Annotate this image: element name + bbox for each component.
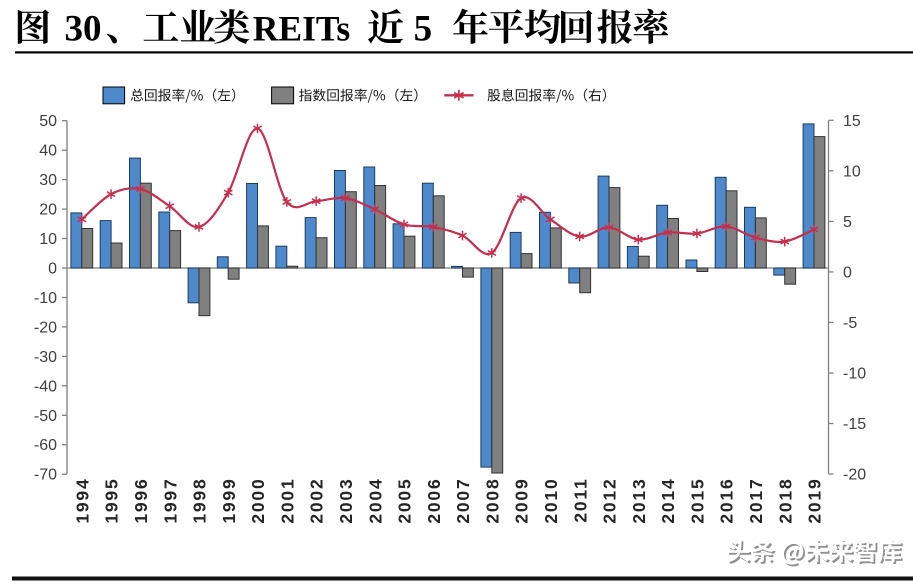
svg-text:5: 5 bbox=[414, 9, 433, 50]
svg-text:2017: 2017 bbox=[746, 478, 766, 524]
svg-text:-50: -50 bbox=[34, 408, 57, 425]
svg-text:0: 0 bbox=[48, 261, 57, 278]
svg-text:2012: 2012 bbox=[600, 478, 620, 524]
svg-text:0: 0 bbox=[843, 264, 852, 281]
svg-text:2018: 2018 bbox=[775, 478, 795, 524]
svg-text:REITs: REITs bbox=[253, 9, 350, 49]
svg-text:1998: 1998 bbox=[190, 478, 210, 524]
svg-text:2006: 2006 bbox=[424, 478, 444, 524]
svg-text:2011: 2011 bbox=[570, 478, 590, 523]
svg-text:2001: 2001 bbox=[277, 478, 297, 524]
svg-text:1999: 1999 bbox=[219, 478, 239, 524]
svg-text:1997: 1997 bbox=[160, 478, 180, 524]
svg-text:-40: -40 bbox=[34, 378, 57, 395]
svg-text:30: 30 bbox=[65, 9, 102, 50]
svg-text:2019: 2019 bbox=[805, 478, 825, 524]
svg-text:1995: 1995 bbox=[102, 478, 122, 524]
svg-text:2003: 2003 bbox=[336, 478, 356, 524]
svg-text:2013: 2013 bbox=[629, 478, 649, 524]
svg-text:-20: -20 bbox=[34, 319, 57, 336]
svg-text:-20: -20 bbox=[843, 467, 866, 484]
svg-text:2010: 2010 bbox=[541, 478, 561, 524]
svg-text:-15: -15 bbox=[843, 416, 866, 433]
svg-text:10: 10 bbox=[843, 163, 861, 180]
svg-text:15: 15 bbox=[843, 113, 861, 130]
svg-text:2002: 2002 bbox=[307, 478, 327, 524]
svg-text:-70: -70 bbox=[34, 467, 57, 484]
svg-text:-10: -10 bbox=[843, 366, 866, 383]
svg-text:-5: -5 bbox=[843, 315, 857, 332]
svg-text:10: 10 bbox=[39, 231, 57, 248]
svg-text:-30: -30 bbox=[34, 349, 57, 366]
svg-text:2015: 2015 bbox=[688, 478, 708, 524]
svg-text:30: 30 bbox=[39, 172, 57, 189]
svg-text:40: 40 bbox=[39, 143, 57, 160]
svg-text:2009: 2009 bbox=[512, 478, 532, 524]
svg-text:50: 50 bbox=[39, 113, 57, 130]
svg-text:2005: 2005 bbox=[395, 478, 415, 524]
svg-text:20: 20 bbox=[39, 202, 57, 219]
svg-text:2014: 2014 bbox=[658, 478, 678, 524]
svg-text:2000: 2000 bbox=[248, 478, 268, 524]
svg-text:2008: 2008 bbox=[482, 478, 502, 524]
svg-text:5: 5 bbox=[843, 214, 852, 231]
svg-text:-60: -60 bbox=[34, 437, 57, 454]
svg-text:2004: 2004 bbox=[365, 478, 385, 524]
svg-text:1994: 1994 bbox=[72, 478, 92, 524]
svg-text:2007: 2007 bbox=[453, 478, 473, 524]
svg-text:-10: -10 bbox=[34, 290, 57, 307]
svg-text:1996: 1996 bbox=[131, 478, 151, 524]
svg-text:2016: 2016 bbox=[717, 478, 737, 524]
